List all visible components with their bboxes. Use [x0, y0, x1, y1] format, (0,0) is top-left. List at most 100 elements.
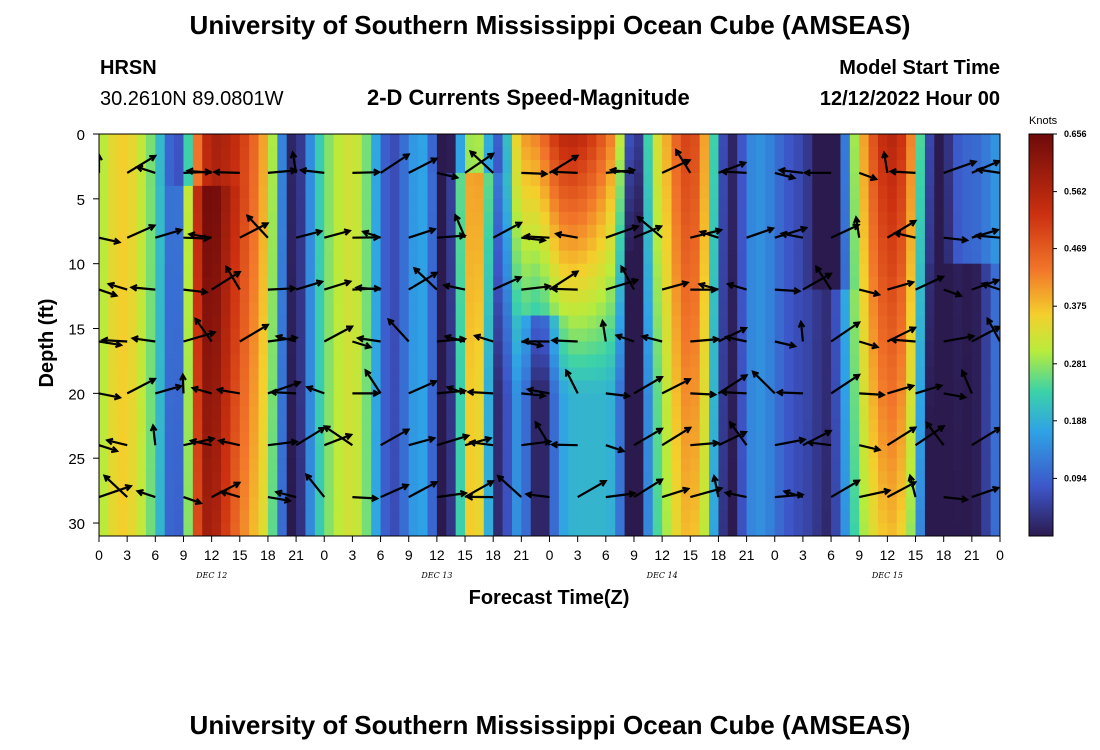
heatmap-cell	[258, 510, 269, 524]
heatmap-cell	[474, 510, 485, 524]
heatmap-cell	[690, 497, 701, 511]
heatmap-cell	[361, 250, 372, 265]
heatmap-cell	[981, 185, 992, 200]
current-vector-head	[514, 221, 524, 229]
heatmap-cell	[202, 354, 213, 369]
heatmap-cell	[990, 406, 1000, 420]
heatmap-cell	[709, 250, 720, 265]
heatmap-cell	[521, 263, 532, 278]
heatmap-cell	[343, 250, 354, 265]
heatmap-cell	[296, 471, 307, 485]
heatmap-cell	[690, 367, 701, 381]
heatmap-cell	[784, 302, 795, 317]
heatmap-cell	[577, 406, 588, 420]
current-vector	[323, 433, 352, 447]
heatmap-cell	[896, 172, 907, 187]
heatmap-cell	[145, 276, 156, 291]
heatmap-cell	[155, 406, 166, 420]
heatmap-cell	[633, 419, 644, 433]
heatmap-cell	[474, 302, 485, 317]
current-vector	[577, 480, 607, 499]
current-vector	[890, 170, 916, 174]
heatmap-cell	[671, 367, 682, 381]
heatmap-cell	[174, 471, 185, 485]
heatmap-cell	[906, 367, 917, 381]
heatmap-cell	[305, 458, 316, 472]
current-vector	[99, 444, 118, 453]
heatmap-cell	[474, 419, 485, 433]
heatmap-cell	[971, 237, 982, 252]
x-tick-label: 15	[682, 547, 698, 563]
heatmap-cell	[643, 185, 654, 200]
heatmap-cell	[943, 367, 954, 381]
heatmap-cell	[699, 302, 710, 317]
heatmap-cell	[896, 302, 907, 317]
current-vector-head	[640, 333, 649, 342]
current-vector	[408, 481, 438, 499]
heatmap-cell	[202, 263, 213, 278]
heatmap-cell	[164, 289, 175, 304]
heatmap-cell	[493, 134, 504, 148]
heatmap-cell	[765, 471, 776, 485]
heatmap-cell	[605, 263, 616, 278]
heatmap-cell	[267, 471, 278, 485]
current-vector	[192, 386, 212, 395]
heatmap-cell	[802, 146, 813, 161]
heatmap-cell	[502, 367, 513, 381]
heatmap-cell	[108, 302, 119, 317]
heatmap-cell	[709, 289, 720, 304]
heatmap-cell	[727, 367, 738, 381]
current-vector-head	[290, 438, 299, 446]
heatmap-cell	[267, 445, 278, 459]
heatmap-cell	[953, 354, 964, 369]
heatmap-cell	[971, 484, 982, 498]
heatmap-cell	[906, 237, 917, 252]
heatmap-cell	[249, 276, 260, 291]
current-vector-head	[961, 495, 970, 504]
heatmap-cell	[680, 146, 691, 161]
heatmap-cell	[887, 484, 898, 498]
heatmap-cell	[249, 159, 260, 174]
heatmap-cell	[793, 367, 804, 381]
heatmap-cell	[596, 250, 607, 265]
current-vector	[323, 280, 351, 291]
heatmap-cell	[511, 146, 522, 161]
colorbar-tick-label: 0.375	[1064, 301, 1087, 311]
heatmap-cell	[540, 419, 551, 433]
heatmap-cell	[727, 134, 738, 148]
heatmap-cell	[493, 185, 504, 200]
heatmap-cell	[221, 250, 231, 265]
heatmap-cell	[352, 432, 363, 446]
heatmap-cell	[483, 328, 494, 343]
heatmap-cell	[436, 289, 447, 304]
heatmap-cell	[596, 367, 607, 381]
heatmap-cell	[145, 224, 156, 239]
heatmap-cell	[493, 523, 504, 536]
heatmap-cell	[418, 134, 429, 148]
heatmap-cell	[136, 367, 147, 381]
current-vector-head	[991, 227, 1000, 235]
heatmap-cell	[849, 380, 860, 394]
heatmap-cell	[943, 250, 954, 265]
heatmap-cell	[718, 224, 729, 239]
heatmap-cell	[183, 484, 194, 498]
heatmap-cell	[427, 185, 438, 200]
heatmap-cell	[784, 237, 795, 252]
heatmap-cell	[455, 250, 466, 265]
heatmap-cell	[793, 497, 804, 511]
heatmap-cell	[915, 315, 926, 330]
heatmap-cell	[164, 159, 175, 174]
heatmap-cell	[718, 445, 729, 459]
current-vector	[690, 338, 719, 343]
heatmap-cell	[511, 471, 522, 485]
heatmap-cell	[324, 432, 335, 446]
heatmap-cell	[117, 393, 128, 407]
heatmap-cell	[258, 393, 269, 407]
heatmap-cell	[530, 315, 541, 330]
heatmap-cell	[540, 185, 551, 200]
heatmap-cell	[953, 315, 964, 330]
heatmap-cell	[277, 134, 288, 148]
heatmap-cell	[333, 315, 344, 330]
heatmap-cell	[211, 380, 222, 394]
heatmap-cell	[380, 172, 391, 187]
